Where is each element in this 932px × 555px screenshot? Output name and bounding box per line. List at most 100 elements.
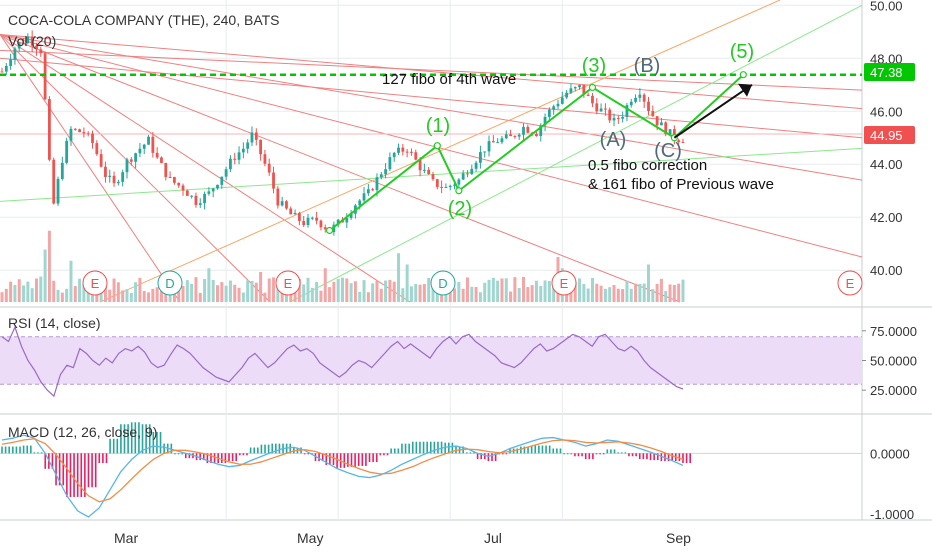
macd-histogram-bar bbox=[429, 441, 432, 454]
macd-histogram-bar bbox=[69, 453, 72, 497]
candle-body bbox=[345, 218, 349, 223]
macd-histogram-bar bbox=[30, 445, 32, 454]
macd-histogram-bar bbox=[595, 453, 598, 455]
volume-bar bbox=[22, 285, 26, 302]
candle-body bbox=[427, 169, 431, 175]
volume-bar bbox=[121, 290, 125, 302]
macd-histogram-bar bbox=[375, 453, 378, 463]
macd-histogram-bar bbox=[638, 453, 641, 460]
macd-histogram-bar bbox=[653, 453, 655, 461]
volume-bar bbox=[190, 284, 194, 302]
event-marker[interactable] bbox=[430, 270, 456, 296]
volume-bar bbox=[487, 279, 491, 302]
volume-bar bbox=[427, 277, 431, 302]
candle-body bbox=[457, 179, 461, 185]
candle-body bbox=[116, 181, 120, 184]
candle-body bbox=[397, 147, 400, 153]
macd-histogram-bar bbox=[40, 452, 43, 454]
candle-body bbox=[625, 105, 629, 117]
candle-body bbox=[280, 201, 284, 206]
candle-body bbox=[56, 178, 60, 204]
candle-body bbox=[73, 128, 77, 130]
macd-histogram-bar bbox=[617, 452, 619, 454]
macd-histogram-bar bbox=[289, 443, 292, 454]
candle-body bbox=[4, 65, 8, 72]
volume-bar bbox=[478, 292, 482, 302]
volume-bar bbox=[168, 292, 172, 302]
volume-bar bbox=[39, 276, 43, 302]
fan-line-red bbox=[0, 33, 863, 181]
wave-pivot bbox=[433, 142, 441, 150]
volume-bar bbox=[297, 278, 301, 302]
macd-histogram-bar bbox=[602, 453, 605, 455]
macd-tick-label: 0.0000 bbox=[870, 446, 910, 461]
macd-histogram-bar bbox=[87, 453, 90, 488]
candle-body bbox=[358, 200, 362, 206]
macd-histogram-bar bbox=[368, 453, 371, 463]
event-marker[interactable] bbox=[82, 270, 108, 296]
macd-histogram-bar bbox=[476, 453, 479, 460]
volume-bar bbox=[43, 249, 47, 302]
macd-histogram-bar bbox=[584, 453, 587, 460]
wave-label: (C) bbox=[654, 140, 682, 162]
candle-body bbox=[535, 133, 538, 137]
volume-bar bbox=[224, 285, 228, 302]
event-marker-label: D bbox=[438, 276, 447, 291]
macd-histogram-bar bbox=[592, 453, 594, 460]
macd-histogram-bar bbox=[51, 453, 54, 469]
candle-body bbox=[315, 217, 319, 221]
volume-bar bbox=[422, 283, 426, 302]
candle-body bbox=[470, 168, 474, 175]
candle-body bbox=[125, 159, 129, 173]
candle-body bbox=[435, 179, 439, 187]
macd-histogram-bar bbox=[66, 453, 68, 497]
macd-histogram-bar bbox=[156, 432, 158, 454]
macd-histogram-bar bbox=[566, 453, 569, 455]
event-marker[interactable] bbox=[551, 270, 577, 296]
macd-histogram-bar bbox=[667, 453, 670, 462]
candle-body bbox=[418, 159, 422, 171]
volume-bar bbox=[211, 280, 215, 302]
macd-histogram-bar bbox=[484, 453, 486, 460]
macd-histogram-bar bbox=[130, 422, 133, 454]
candle-body bbox=[522, 126, 525, 135]
event-marker[interactable] bbox=[157, 270, 183, 296]
candle-body bbox=[621, 116, 625, 119]
macd-histogram-bar bbox=[350, 453, 353, 467]
macd-histogram-bar bbox=[469, 452, 472, 454]
macd-histogram-bar bbox=[357, 453, 360, 466]
volume-bar bbox=[254, 282, 258, 302]
candle-body bbox=[638, 94, 642, 98]
macd-histogram-bar bbox=[494, 453, 497, 462]
candle-body bbox=[138, 148, 142, 154]
macd-histogram-bar bbox=[170, 443, 173, 454]
candle-body bbox=[26, 36, 30, 44]
macd-histogram-bar bbox=[649, 453, 652, 461]
volume-bar bbox=[17, 279, 21, 302]
candle-body bbox=[629, 101, 633, 106]
macd-histogram-bar bbox=[473, 452, 475, 454]
macd-histogram-bar bbox=[246, 453, 248, 456]
candle-body bbox=[233, 158, 237, 160]
macd-histogram-bar bbox=[231, 453, 234, 462]
candle-body bbox=[86, 133, 90, 135]
macd-histogram-bar bbox=[581, 453, 583, 457]
candle-body bbox=[608, 109, 612, 121]
macd-histogram-bar bbox=[184, 453, 187, 459]
candle-body bbox=[388, 157, 392, 170]
candle-body bbox=[349, 213, 353, 219]
event-marker[interactable] bbox=[837, 270, 863, 296]
macd-histogram-bar bbox=[390, 448, 392, 454]
candle-body bbox=[444, 187, 448, 189]
candle-body bbox=[431, 174, 435, 180]
event-marker[interactable] bbox=[275, 270, 301, 296]
volume-bar bbox=[573, 282, 577, 302]
macd-histogram-bar bbox=[548, 445, 551, 454]
macd-histogram-bar bbox=[239, 453, 241, 456]
volume-bar bbox=[375, 280, 379, 302]
candle-body bbox=[414, 152, 418, 160]
macd-histogram-bar bbox=[105, 453, 108, 464]
candle-body bbox=[595, 103, 599, 112]
volume-bar bbox=[418, 284, 422, 302]
candle-body bbox=[453, 184, 456, 186]
